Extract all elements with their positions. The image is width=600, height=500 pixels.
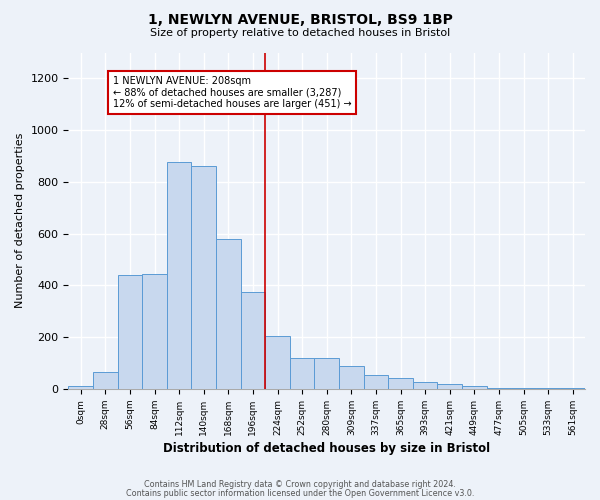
Bar [265, 336, 290, 389]
Bar [536, 388, 560, 389]
Text: Contains public sector information licensed under the Open Government Licence v3: Contains public sector information licen… [126, 490, 474, 498]
Bar [560, 388, 585, 389]
Text: 1 NEWLYN AVENUE: 208sqm
← 88% of detached houses are smaller (3,287)
12% of semi: 1 NEWLYN AVENUE: 208sqm ← 88% of detache… [113, 76, 352, 109]
Bar [388, 378, 413, 389]
Bar [68, 386, 93, 389]
X-axis label: Distribution of detached houses by size in Bristol: Distribution of detached houses by size … [163, 442, 490, 455]
Bar [364, 374, 388, 389]
Bar [413, 382, 437, 389]
Bar [142, 274, 167, 389]
Bar [511, 388, 536, 389]
Bar [314, 358, 339, 389]
Bar [241, 292, 265, 389]
Text: Size of property relative to detached houses in Bristol: Size of property relative to detached ho… [150, 28, 450, 38]
Text: Contains HM Land Registry data © Crown copyright and database right 2024.: Contains HM Land Registry data © Crown c… [144, 480, 456, 489]
Bar [487, 388, 511, 389]
Bar [437, 384, 462, 389]
Bar [167, 162, 191, 389]
Bar [216, 239, 241, 389]
Bar [339, 366, 364, 389]
Bar [118, 275, 142, 389]
Y-axis label: Number of detached properties: Number of detached properties [15, 133, 25, 308]
Bar [290, 358, 314, 389]
Bar [462, 386, 487, 389]
Text: 1, NEWLYN AVENUE, BRISTOL, BS9 1BP: 1, NEWLYN AVENUE, BRISTOL, BS9 1BP [148, 12, 452, 26]
Bar [93, 372, 118, 389]
Bar [191, 166, 216, 389]
